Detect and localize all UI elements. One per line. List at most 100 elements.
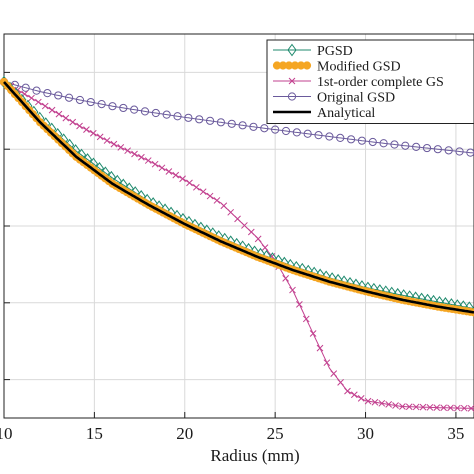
x-tick-label: 30 (357, 424, 374, 443)
data-point (401, 141, 410, 150)
data-point (302, 315, 310, 323)
data-point (316, 344, 324, 352)
data-point (314, 131, 323, 140)
x-tick-label: 20 (176, 424, 193, 443)
data-point (54, 91, 63, 100)
data-point (433, 404, 441, 411)
data-point (130, 105, 139, 114)
data-point (195, 115, 204, 124)
legend-label: Original GSD (317, 91, 395, 106)
data-point (249, 122, 258, 131)
data-point (119, 103, 128, 113)
data-point (162, 110, 171, 119)
legend-label: PGSD (317, 44, 353, 59)
data-point (227, 208, 235, 216)
data-point (83, 126, 90, 133)
data-point (455, 147, 464, 156)
data-point (227, 119, 236, 128)
legend-swatch-marker (302, 61, 312, 70)
data-point (158, 164, 166, 172)
data-point (220, 202, 228, 210)
data-point (357, 136, 367, 145)
data-point (271, 125, 280, 134)
data-point (186, 179, 193, 187)
data-point (241, 222, 248, 229)
data-point (103, 137, 111, 144)
data-point (405, 403, 413, 411)
data-point (97, 100, 106, 109)
legend-label: Analytical (317, 106, 375, 121)
data-point (357, 395, 365, 402)
legend-entry: Modified GSD (272, 60, 401, 75)
data-point (213, 197, 221, 204)
data-point (234, 215, 241, 223)
data-point (330, 370, 338, 377)
data-point (75, 95, 85, 105)
data-point (21, 83, 30, 92)
data-point (48, 106, 56, 114)
data-point (467, 404, 474, 412)
data-point (28, 94, 35, 102)
data-point (378, 399, 386, 407)
data-point (179, 175, 186, 183)
data-point (289, 286, 296, 294)
data-point (292, 128, 301, 137)
data-point (62, 114, 70, 122)
series-line (3, 81, 474, 314)
data-point (138, 153, 145, 161)
data-point (32, 86, 41, 95)
legend-box (266, 39, 474, 124)
data-point (325, 132, 334, 141)
data-point (238, 121, 247, 130)
data-point (117, 144, 125, 151)
data-point (444, 146, 453, 155)
data-point (55, 110, 63, 118)
data-point (41, 102, 49, 110)
data-point (205, 116, 215, 125)
data-point (76, 122, 83, 130)
x-tick-label: 10 (0, 424, 13, 443)
axis-ticks: 10 15 20 25 30 35 (0, 71, 464, 443)
data-point (172, 171, 180, 179)
data-point (454, 404, 461, 412)
data-point (69, 118, 77, 126)
data-point (337, 379, 344, 386)
data-point (460, 404, 468, 412)
data-point (440, 404, 447, 412)
data-point (346, 135, 356, 144)
data-point (165, 168, 173, 175)
x-tick-label: 15 (86, 424, 103, 443)
data-point (110, 140, 118, 148)
data-point (151, 160, 159, 168)
data-point (89, 129, 97, 137)
data-point (247, 228, 255, 236)
data-point (385, 401, 393, 408)
legend-entry: 1st-order complete GS (273, 75, 444, 90)
data-point (86, 97, 95, 107)
data-point (412, 142, 421, 151)
data-point (412, 403, 420, 411)
legend-label: 1st-order complete GS (317, 75, 444, 90)
data-point (309, 330, 317, 337)
data-point (260, 124, 269, 133)
data-point (336, 133, 345, 143)
data-point (344, 387, 351, 395)
x-tick-label: 35 (447, 424, 464, 443)
data-point (282, 275, 289, 282)
legend-entry: Analytical (273, 106, 375, 121)
data-point (323, 359, 331, 367)
data-point (64, 93, 74, 102)
data-point (303, 129, 312, 138)
legend-swatch-marker (288, 77, 296, 85)
series-analytical (3, 81, 474, 314)
x-tick-label: 25 (267, 424, 284, 443)
data-point (447, 404, 454, 412)
data-point (108, 102, 117, 111)
data-point (216, 118, 226, 127)
data-point (261, 244, 269, 252)
data-point (371, 398, 379, 406)
data-point (151, 108, 160, 118)
legend-swatch-marker (287, 92, 297, 101)
data-point (379, 139, 388, 148)
